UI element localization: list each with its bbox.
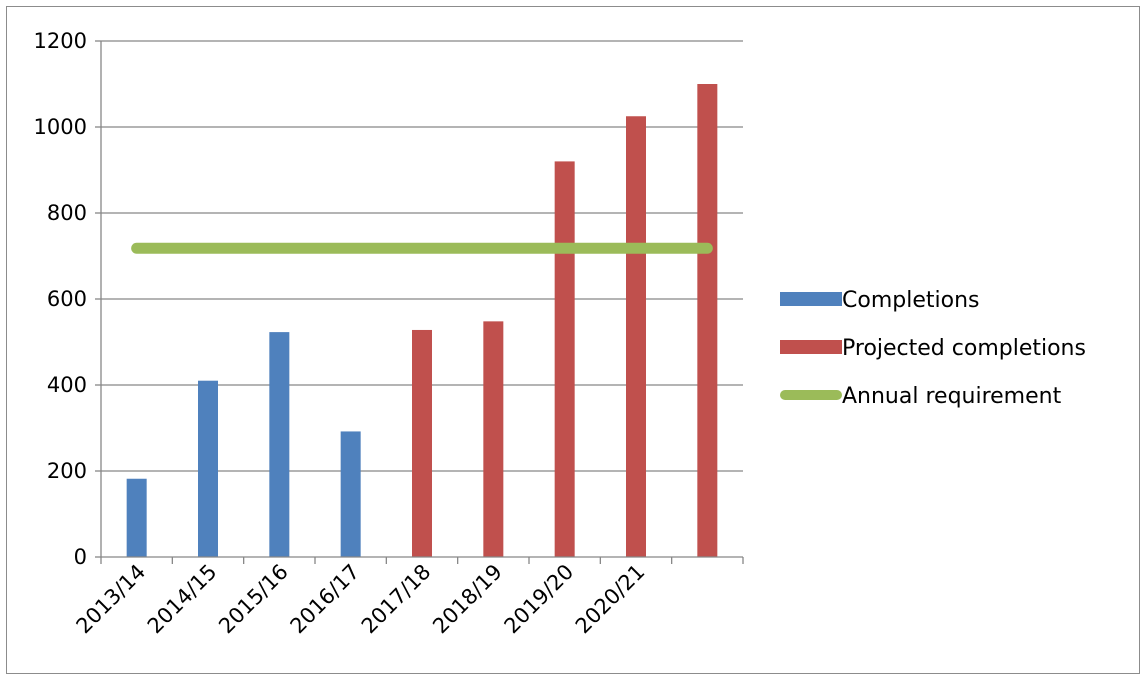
bar-completions (340, 431, 361, 557)
y-tick-label: 200 (47, 459, 87, 483)
x-tick-label: 2020/21 (571, 560, 650, 639)
x-tick-label: 2017/18 (357, 560, 436, 639)
bar-completions (269, 332, 290, 557)
x-tick-label: 2018/19 (428, 560, 507, 639)
legend-label: Completions (842, 288, 979, 313)
legend-swatch (780, 340, 842, 354)
x-tick-label: 2015/16 (214, 560, 293, 639)
y-tick-label: 0 (74, 545, 87, 569)
bar-completions (126, 478, 147, 557)
y-tick-label: 600 (47, 287, 87, 311)
bars (126, 84, 718, 557)
legend: Completions Projected completions Annual r… (780, 288, 1086, 409)
legend-label: Annual requirement (842, 384, 1062, 409)
y-tick-label: 1000 (34, 115, 87, 139)
bar-projected-completions (412, 329, 432, 557)
bar-projected-completions (554, 161, 575, 557)
bar-projected-completions (697, 84, 718, 557)
legend-label: Projected completions (842, 336, 1086, 361)
x-tick-label: 2019/20 (500, 560, 579, 639)
bar-completions (198, 380, 218, 557)
x-tick-label: 2014/15 (143, 560, 222, 639)
x-tick-label: 2013/14 (72, 560, 151, 639)
legend-swatch (780, 292, 842, 306)
y-tick-label: 400 (47, 373, 87, 397)
bar-projected-completions (626, 116, 646, 557)
y-tick-label: 1200 (34, 29, 87, 53)
bar-projected-completions (483, 321, 504, 557)
y-tick-label: 800 (47, 201, 87, 225)
x-tick-label: 2016/17 (286, 560, 365, 639)
